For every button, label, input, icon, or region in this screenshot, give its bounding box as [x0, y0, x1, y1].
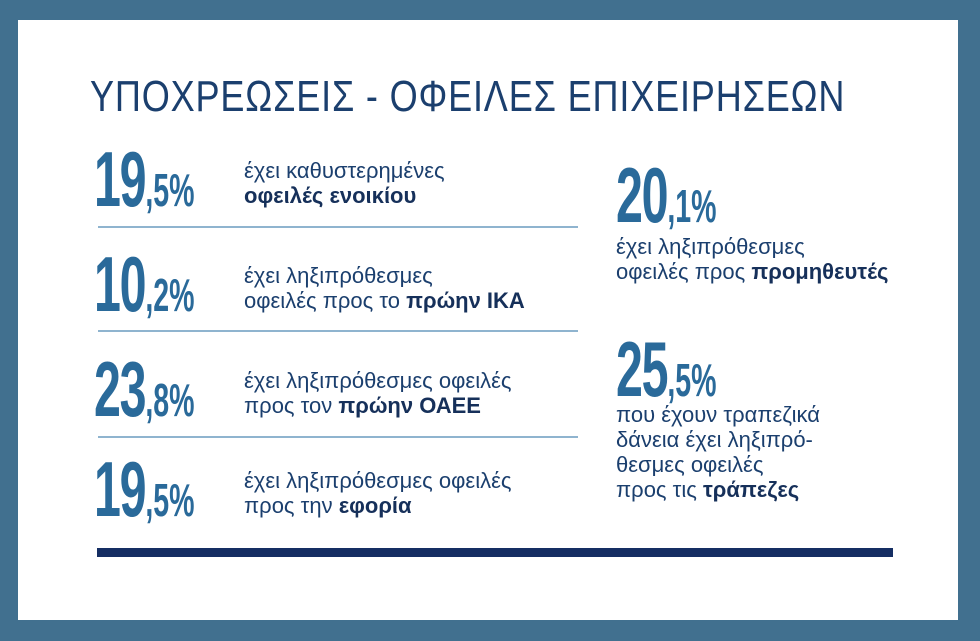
- description-line: έχει ληξιπρόθεσμες: [244, 263, 433, 288]
- description-highlight: τράπεζες: [702, 477, 800, 502]
- description-line: έχει καθυστερημένες: [244, 158, 445, 183]
- stat-item: 23,8% έχει ληξιπρόθεσμες οφειλές προς τον …: [94, 350, 512, 428]
- stat-whole: 20: [616, 151, 669, 239]
- stat-item: 10,2% έχει ληξιπρόθεσμες οφειλές προς το π…: [94, 245, 525, 323]
- description-line: προς τον: [244, 393, 333, 418]
- stat-description: έχει ληξιπρόθεσμες οφειλές προς το πρώην …: [244, 263, 525, 313]
- stat-item: 20,1% έχει ληξιπρόθεσμες οφειλές προς προμ…: [616, 156, 889, 284]
- panel: ΥΠΟΧΡΕΩΣΕΙΣ - ΟΦΕΙΛΕΣ ΕΠΙΧΕΙΡΗΣΕΩΝ 19,5%…: [18, 20, 958, 620]
- description-line: έχει ληξιπρόθεσμες: [616, 234, 805, 259]
- stat-item: 19,5% έχει ληξιπρόθεσμες οφειλές προς την …: [94, 450, 512, 528]
- stat-whole: 25: [616, 325, 669, 413]
- stat-description: έχει ληξιπρόθεσμες οφειλές προς την εφορί…: [244, 468, 512, 518]
- stat-description: έχει ληξιπρόθεσμες οφειλές προς τον πρώην…: [244, 368, 512, 418]
- separator: [98, 436, 578, 438]
- bottom-bar: [97, 548, 893, 557]
- description-line: που έχουν τραπεζικά: [616, 402, 820, 427]
- stat-whole: 10: [94, 240, 147, 328]
- stat-fraction: ,2%: [145, 269, 195, 321]
- description-line: προς τις: [616, 477, 697, 502]
- description-highlight: οφειλές ενοικίου: [244, 183, 417, 208]
- stat-number: 19,5%: [94, 450, 194, 528]
- title: ΥΠΟΧΡΕΩΣΕΙΣ - ΟΦΕΙΛΕΣ ΕΠΙΧΕΙΡΗΣΕΩΝ: [90, 72, 846, 121]
- description-highlight: εφορία: [338, 493, 412, 518]
- stat-description: που έχουν τραπεζικά δάνεια έχει ληξιπρό-θ…: [616, 402, 820, 502]
- separator: [98, 226, 578, 228]
- description-line: έχει ληξιπρόθεσμες οφειλές: [244, 368, 512, 393]
- stat-number: 19,5%: [94, 140, 194, 218]
- description-line: θεσμες οφειλές: [616, 452, 764, 477]
- stat-fraction: ,1%: [667, 180, 717, 232]
- description-line: οφειλές προς: [616, 259, 746, 284]
- description-line: οφειλές προς το: [244, 288, 400, 313]
- description-highlight: πρώην ΟΑΕΕ: [338, 393, 481, 418]
- stat-item: 25,5% που έχουν τραπεζικά δάνεια έχει ληξι…: [616, 330, 820, 502]
- stat-whole: 19: [94, 445, 147, 533]
- stat-item: 19,5% έχει καθυστερημένες οφειλές ενοικίο…: [94, 140, 445, 218]
- stat-number: 20,1%: [616, 156, 716, 234]
- stat-whole: 23: [94, 345, 147, 433]
- stat-fraction: ,5%: [145, 474, 195, 526]
- stat-description: έχει καθυστερημένες οφειλές ενοικίου: [244, 158, 445, 208]
- stat-whole: 19: [94, 135, 147, 223]
- stat-number: 23,8%: [94, 350, 194, 428]
- description-line: δάνεια έχει ληξιπρό-: [616, 427, 813, 452]
- stat-fraction: ,5%: [145, 164, 195, 216]
- stat-number: 10,2%: [94, 245, 194, 323]
- stat-fraction: ,8%: [145, 374, 195, 426]
- description-highlight: πρώην ΙΚΑ: [406, 288, 525, 313]
- separator: [98, 330, 578, 332]
- stat-number: 25,5%: [616, 330, 716, 408]
- stat-fraction: ,5%: [667, 354, 717, 406]
- description-highlight: προμηθευτές: [751, 259, 889, 284]
- stat-description: έχει ληξιπρόθεσμες οφειλές προς προμηθευτ…: [616, 234, 889, 284]
- description-line: προς την: [244, 493, 333, 518]
- description-line: έχει ληξιπρόθεσμες οφειλές: [244, 468, 512, 493]
